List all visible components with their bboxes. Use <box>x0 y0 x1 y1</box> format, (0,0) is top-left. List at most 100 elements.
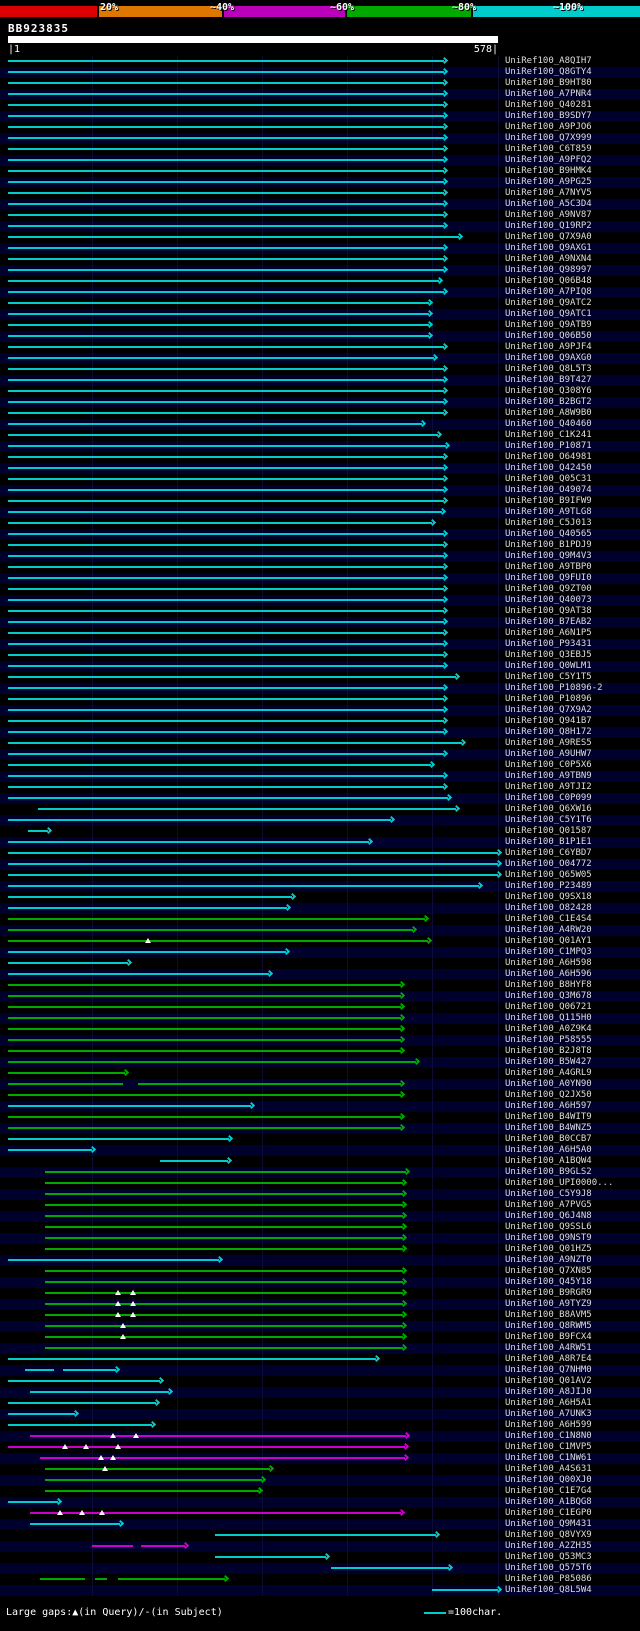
hit-bar-segment[interactable] <box>8 951 286 953</box>
hit-label[interactable]: UniRef100_A0Z9K4 <box>505 1024 592 1034</box>
hit-label[interactable]: UniRef100_A7NYV5 <box>505 188 592 198</box>
hit-bar-segment[interactable] <box>431 1589 498 1591</box>
hit-bar-segment[interactable] <box>8 1017 402 1019</box>
hit-bar-segment[interactable] <box>8 742 463 744</box>
hit-label[interactable]: UniRef100_Q7XN85 <box>505 1266 592 1276</box>
hit-label[interactable]: UniRef100_A7PNR4 <box>505 89 592 99</box>
hit-label[interactable]: UniRef100_Q8L5T3 <box>505 364 592 374</box>
hit-label[interactable]: UniRef100_Q06B48 <box>505 276 592 286</box>
hit-bar-segment[interactable] <box>8 1105 251 1107</box>
hit-bar-segment[interactable] <box>8 632 445 634</box>
hit-bar-segment[interactable] <box>8 456 445 458</box>
hit-bar-segment[interactable] <box>45 1171 407 1173</box>
hit-label[interactable]: UniRef100_A8QIH7 <box>505 56 592 66</box>
hit-bar-segment[interactable] <box>37 808 456 810</box>
hit-label[interactable]: UniRef100_A1BQG8 <box>505 1497 592 1507</box>
hit-label[interactable]: UniRef100_B7EAB2 <box>505 617 592 627</box>
hit-label[interactable]: UniRef100_Q00XJ0 <box>505 1475 592 1485</box>
hit-label[interactable]: UniRef100_Q9ATC1 <box>505 309 592 319</box>
hit-bar-segment[interactable] <box>45 1281 403 1283</box>
hit-label[interactable]: UniRef100_Q8GTY4 <box>505 67 592 77</box>
hit-bar-segment[interactable] <box>8 225 445 227</box>
hit-bar-segment[interactable] <box>8 698 445 700</box>
hit-bar-segment[interactable] <box>8 1083 123 1085</box>
hit-bar-segment[interactable] <box>45 1237 403 1239</box>
hit-bar-segment[interactable] <box>8 203 445 205</box>
hit-bar-segment[interactable] <box>27 830 48 832</box>
hit-bar-segment[interactable] <box>45 1325 403 1327</box>
hit-bar-segment[interactable] <box>8 819 391 821</box>
hit-bar-segment[interactable] <box>8 962 128 964</box>
hit-label[interactable]: UniRef100_Q9SX18 <box>505 892 592 902</box>
hit-bar-segment[interactable] <box>8 588 445 590</box>
hit-label[interactable]: UniRef100_C1K241 <box>505 430 592 440</box>
hit-bar-segment[interactable] <box>8 390 445 392</box>
hit-bar-segment[interactable] <box>8 1039 402 1041</box>
hit-label[interactable]: UniRef100_Q19RP2 <box>505 221 592 231</box>
hit-bar-segment[interactable] <box>8 346 445 348</box>
hit-bar-segment[interactable] <box>8 104 445 106</box>
hit-bar-segment[interactable] <box>8 610 445 612</box>
hit-bar-segment[interactable] <box>45 1193 403 1195</box>
hit-bar-segment[interactable] <box>8 764 431 766</box>
hit-bar-segment[interactable] <box>8 478 445 480</box>
hit-bar-segment[interactable] <box>8 1094 402 1096</box>
hit-label[interactable]: UniRef100_Q9ATB9 <box>505 320 592 330</box>
hit-bar-segment[interactable] <box>30 1512 402 1514</box>
hit-label[interactable]: UniRef100_B1P1E1 <box>505 837 592 847</box>
hit-bar-segment[interactable] <box>63 1369 116 1371</box>
hit-bar-segment[interactable] <box>8 1127 402 1129</box>
hit-label[interactable]: UniRef100_Q9AXG1 <box>505 243 592 253</box>
hit-label[interactable]: UniRef100_A9UHW7 <box>505 749 592 759</box>
hit-label[interactable]: UniRef100_Q9M431 <box>505 1519 592 1529</box>
hit-bar-segment[interactable] <box>8 412 445 414</box>
hit-label[interactable]: UniRef100_C1EGP0 <box>505 1508 592 1518</box>
hit-label[interactable]: UniRef100_A9NXN4 <box>505 254 592 264</box>
hit-label[interactable]: UniRef100_B9FCX4 <box>505 1332 592 1342</box>
hit-label[interactable]: UniRef100_C5Y1T6 <box>505 815 592 825</box>
hit-bar-segment[interactable] <box>92 1545 133 1547</box>
hit-bar-segment[interactable] <box>8 500 445 502</box>
hit-label[interactable]: UniRef100_B9RGR9 <box>505 1288 592 1298</box>
hit-bar-segment[interactable] <box>8 291 445 293</box>
hit-label[interactable]: UniRef100_A9TBP0 <box>505 562 592 572</box>
hit-label[interactable]: UniRef100_A9NV87 <box>505 210 592 220</box>
hit-bar-segment[interactable] <box>8 368 445 370</box>
hit-label[interactable]: UniRef100_B2J8T8 <box>505 1046 592 1056</box>
hit-label[interactable]: UniRef100_C5Y9J8 <box>505 1189 592 1199</box>
hit-label[interactable]: UniRef100_Q308Y6 <box>505 386 592 396</box>
hit-bar-segment[interactable] <box>8 1501 59 1503</box>
hit-label[interactable]: UniRef100_B4WIT9 <box>505 1112 592 1122</box>
hit-label[interactable]: UniRef100_A9TBN9 <box>505 771 592 781</box>
hit-bar-segment[interactable] <box>8 577 445 579</box>
hit-bar-segment[interactable] <box>8 896 293 898</box>
hit-label[interactable]: UniRef100_Q42450 <box>505 463 592 473</box>
hit-bar-segment[interactable] <box>45 1468 271 1470</box>
hit-bar-segment[interactable] <box>8 907 288 909</box>
hit-label[interactable]: UniRef100_Q7NHM0 <box>505 1365 592 1375</box>
hit-label[interactable]: UniRef100_A8R7E4 <box>505 1354 592 1364</box>
hit-bar-segment[interactable] <box>8 1358 376 1360</box>
hit-bar-segment[interactable] <box>8 1446 405 1448</box>
hit-bar-segment[interactable] <box>8 852 498 854</box>
hit-label[interactable]: UniRef100_P10896 <box>505 694 592 704</box>
hit-bar-segment[interactable] <box>8 1138 229 1140</box>
hit-label[interactable]: UniRef100_A6H5A1 <box>505 1398 592 1408</box>
hit-label[interactable]: UniRef100_Q9M4V3 <box>505 551 592 561</box>
hit-bar-segment[interactable] <box>8 863 498 865</box>
hit-label[interactable]: UniRef100_A6H598 <box>505 958 592 968</box>
hit-bar-segment[interactable] <box>24 1369 54 1371</box>
hit-label[interactable]: UniRef100_Q3M678 <box>505 991 592 1001</box>
hit-bar-segment[interactable] <box>8 753 445 755</box>
hit-bar-segment[interactable] <box>8 665 445 667</box>
hit-label[interactable]: UniRef100_P23489 <box>505 881 592 891</box>
hit-label[interactable]: UniRef100_C5Y1T5 <box>505 672 592 682</box>
hit-label[interactable]: UniRef100_Q06721 <box>505 1002 592 1012</box>
hit-bar-segment[interactable] <box>8 1028 402 1030</box>
hit-bar-segment[interactable] <box>45 1270 403 1272</box>
hit-label[interactable]: UniRef100_Q40281 <box>505 100 592 110</box>
hit-label[interactable]: UniRef100_C1E4S4 <box>505 914 592 924</box>
hit-label[interactable]: UniRef100_A9NZT0 <box>505 1255 592 1265</box>
hit-label[interactable]: UniRef100_Q01AY1 <box>505 936 592 946</box>
hit-label[interactable]: UniRef100_Q40073 <box>505 595 592 605</box>
